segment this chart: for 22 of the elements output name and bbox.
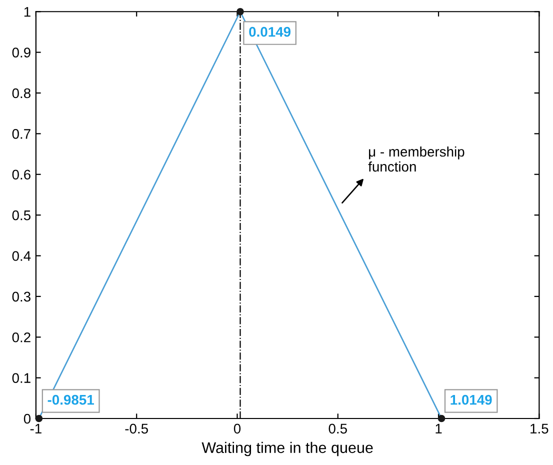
y-tick-label: 0.1 — [12, 373, 30, 383]
x-tick-label: -0.5 — [125, 424, 148, 434]
x-tick-label: 1 — [436, 424, 442, 434]
x-tick-label: 0 — [234, 424, 241, 434]
x-tick-label: 0.5 — [328, 424, 347, 434]
annotation: 0.0149 — [249, 26, 291, 37]
y-tick-label: 0.7 — [12, 129, 30, 139]
x-tick-label: -1 — [30, 424, 42, 434]
y-tick-label: 0 — [24, 414, 31, 424]
y-tick-label: 0.4 — [12, 251, 31, 261]
y-tick-label: 0.3 — [12, 292, 30, 302]
x-axis-title: Waiting time in the queue — [202, 442, 373, 456]
y-tick-label: 0.2 — [12, 332, 30, 342]
y-tick-label: 1 — [24, 7, 30, 17]
annotation: -0.9851 — [48, 394, 94, 405]
y-tick-label: 0.9 — [12, 48, 30, 58]
annotation: μ - membership function — [368, 146, 464, 172]
x-tick-label: 1.5 — [530, 424, 548, 434]
annotation: 1.0149 — [450, 394, 492, 405]
y-tick-label: 0.8 — [12, 88, 30, 98]
y-tick-label: 0.5 — [12, 210, 31, 220]
y-tick-label: 0.6 — [12, 170, 30, 180]
